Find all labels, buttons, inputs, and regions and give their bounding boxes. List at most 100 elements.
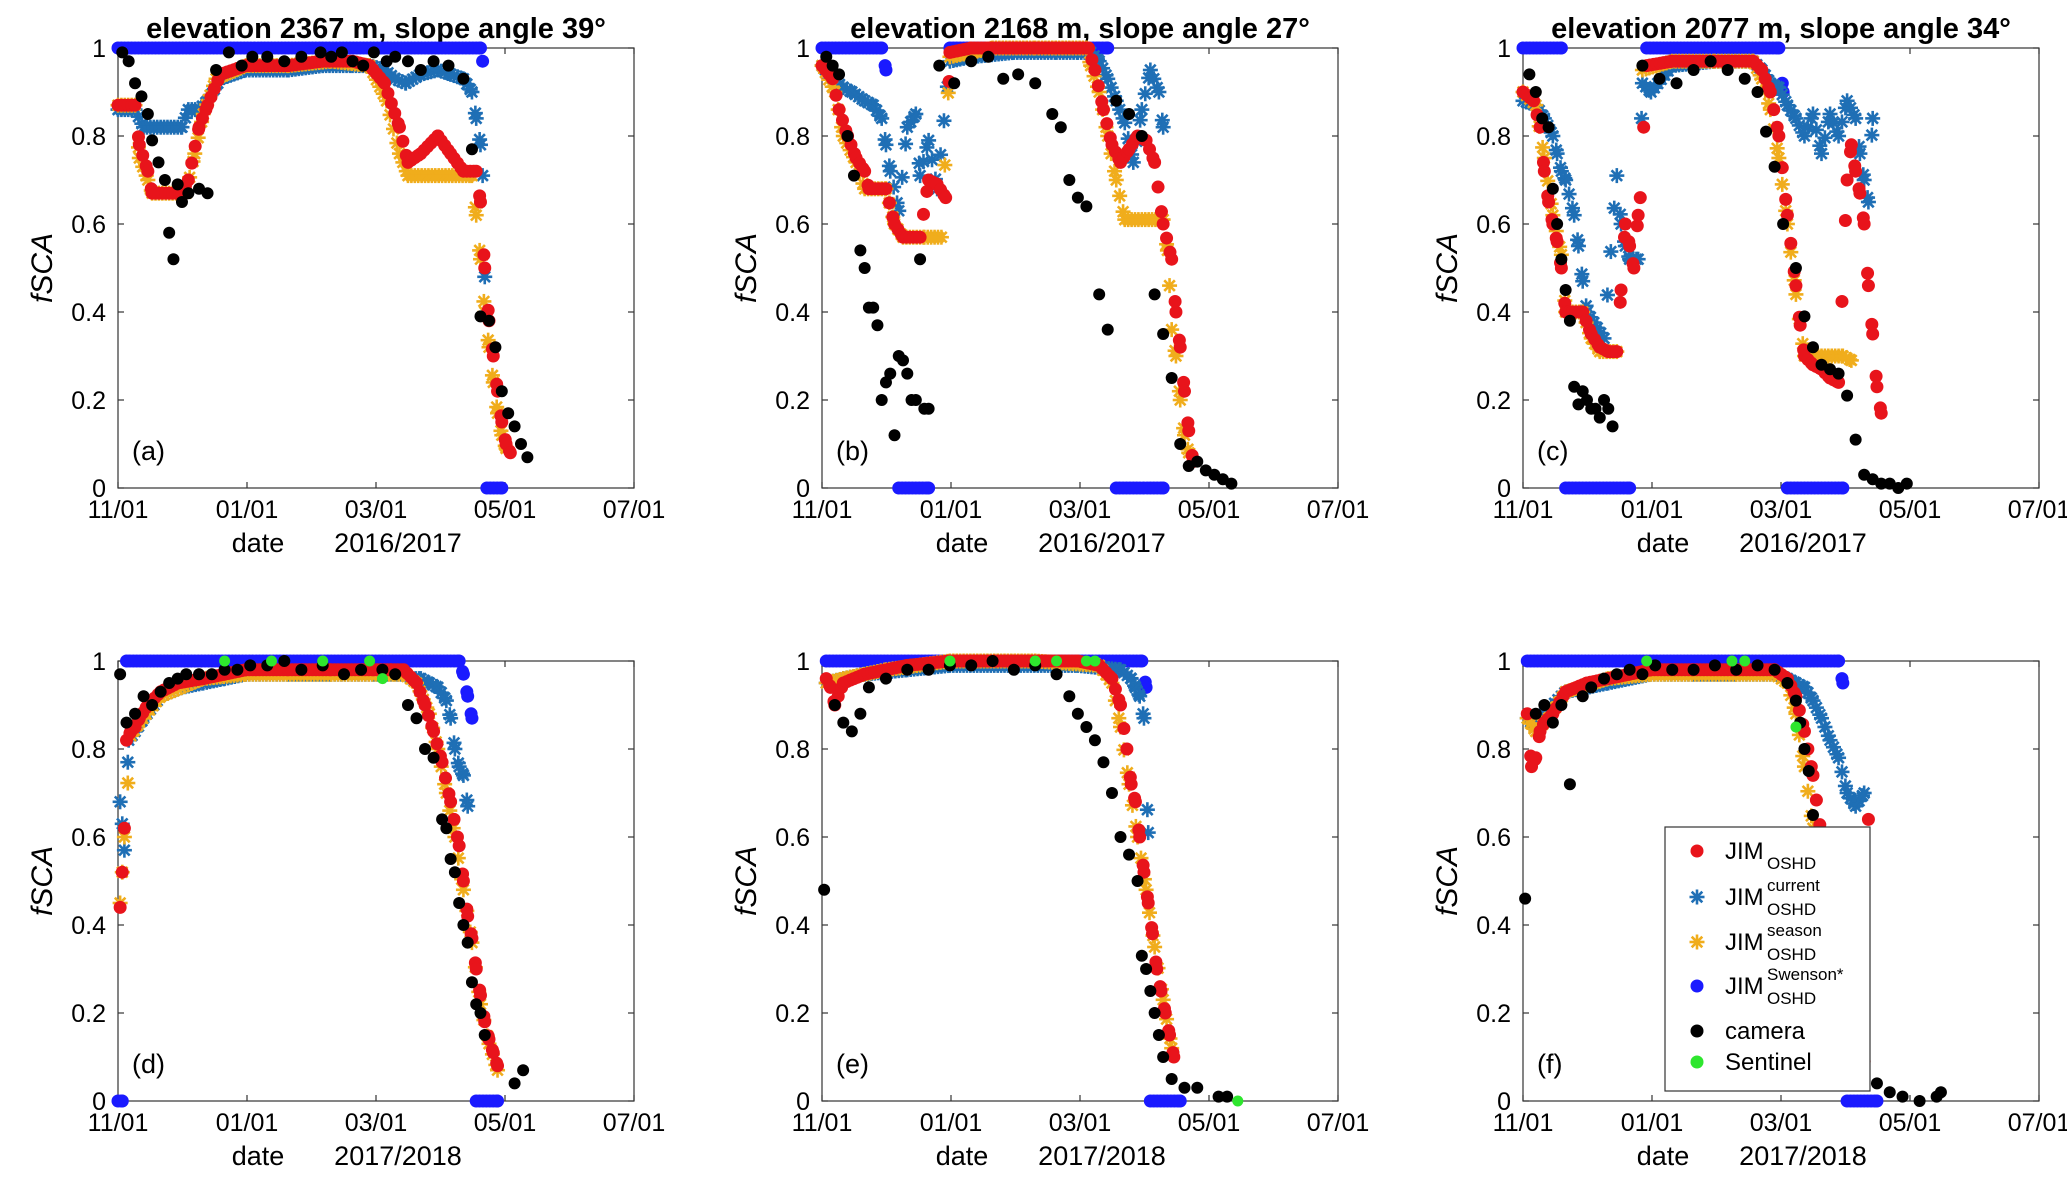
chart-panel-c: 11/01 01/01 03/01 05/01 07/01 0 0.2 0.4 0.6 0.8 1 e… [1431, 13, 2067, 558]
panel-label: (a) [132, 436, 165, 466]
camera-point [146, 699, 159, 711]
oshd-point [1861, 279, 1875, 293]
camera-point [154, 685, 167, 698]
current-point [438, 693, 454, 709]
camera-point [261, 50, 274, 63]
camera-point [1849, 433, 1862, 446]
x-tick-label: 03/01 [1049, 496, 1112, 524]
camera-point [1768, 160, 1781, 173]
camera-point [1704, 55, 1717, 68]
oshd-point [444, 795, 458, 809]
camera-point [922, 402, 935, 415]
oshd-point [1177, 384, 1191, 398]
swenson-point [461, 689, 475, 703]
oshd-point [427, 724, 441, 738]
oshd-point [1133, 830, 1147, 844]
oshd-point [916, 207, 930, 221]
panel-label: (f) [1537, 1049, 1562, 1079]
camera-point [1798, 743, 1811, 755]
legend-sub-current: OSHD [1767, 900, 1816, 919]
legend-label-season: JIM [1725, 929, 1764, 956]
camera-point [1708, 659, 1721, 672]
season-point [1162, 278, 1178, 294]
camera-point [338, 668, 351, 681]
oshd-point [132, 138, 146, 152]
oshd-point [388, 106, 402, 120]
camera-point [1610, 668, 1623, 681]
x-tick-label: 03/01 [345, 1109, 408, 1137]
camera-point [389, 50, 402, 63]
camera-point [1751, 659, 1764, 672]
plot-area [117, 660, 635, 1102]
y-tick-label: 1 [1497, 648, 1511, 676]
swenson-point [495, 481, 509, 495]
camera-point [1101, 323, 1114, 336]
camera-point [1542, 121, 1555, 134]
camera-point [461, 936, 474, 949]
camera-point [1029, 77, 1042, 90]
camera-point [502, 407, 515, 420]
camera-point [427, 55, 440, 68]
camera-point [474, 1007, 487, 1019]
oshd-point [1631, 208, 1645, 222]
sentinel-point [1051, 655, 1063, 667]
sentinel-point [1641, 655, 1653, 667]
camera-point [355, 663, 368, 676]
camera-point [457, 72, 470, 85]
camera-point [440, 822, 453, 835]
x-tick-label: 07/01 [1307, 496, 1370, 524]
oshd-point [920, 184, 934, 198]
oshd-point [141, 164, 155, 178]
camera-point [1546, 182, 1559, 195]
camera-point [1105, 787, 1118, 799]
oshd-point [181, 173, 195, 187]
swenson-point [1623, 481, 1637, 495]
x-tick-label: 03/01 [1750, 1109, 1813, 1137]
camera-point [1071, 707, 1084, 720]
camera-point [158, 174, 171, 186]
y-tick-label: 0 [796, 475, 810, 503]
sentinel-point [219, 655, 231, 667]
camera-point [948, 77, 961, 90]
camera-point [1135, 949, 1148, 962]
x-tick-label: 05/01 [1178, 496, 1241, 524]
swenson-point [1836, 676, 1850, 690]
camera-point [986, 655, 999, 667]
y-tick-label: 0.6 [775, 824, 810, 852]
camera-point [175, 196, 188, 208]
camera-point [1913, 1095, 1926, 1107]
camera-point [901, 367, 914, 380]
camera-point [367, 46, 380, 59]
season-label: 2017/2018 [334, 1141, 462, 1171]
camera-point [841, 130, 854, 142]
y-tick-label: 0.6 [71, 824, 106, 852]
chart-panel-b: 11/01 01/01 03/01 05/01 07/01 0 0.2 0.4 0.6 0.8 1 e… [730, 13, 1369, 558]
panel-label: (c) [1537, 436, 1568, 466]
camera-point [1551, 218, 1564, 230]
current-point [1132, 688, 1148, 704]
current-point [1566, 207, 1582, 223]
camera-point [1602, 402, 1615, 415]
camera-point [122, 55, 135, 68]
legend-sub-swenson: OSHD [1767, 989, 1816, 1008]
x-tick-label: 11/01 [88, 496, 149, 524]
camera-point [231, 663, 244, 676]
y-tick-label: 0.6 [775, 211, 810, 239]
current-point [1599, 287, 1615, 303]
current-point [1865, 110, 1881, 126]
y-axis-label: fSCA [1431, 846, 1464, 916]
oshd-point [1861, 812, 1875, 826]
legend-sub-season: OSHD [1767, 945, 1816, 964]
camera-point [897, 354, 910, 367]
oshd-point [378, 76, 392, 90]
camera-point [246, 50, 259, 63]
oshd-point [1154, 205, 1168, 219]
oshd-point [1857, 217, 1871, 231]
sentinel-point [376, 673, 388, 685]
current-point [882, 163, 898, 179]
current-point [112, 794, 128, 810]
oshd-point [1151, 180, 1165, 194]
camera-point [201, 187, 214, 200]
camera-point [1148, 1007, 1161, 1019]
oshd-point [1870, 380, 1884, 394]
